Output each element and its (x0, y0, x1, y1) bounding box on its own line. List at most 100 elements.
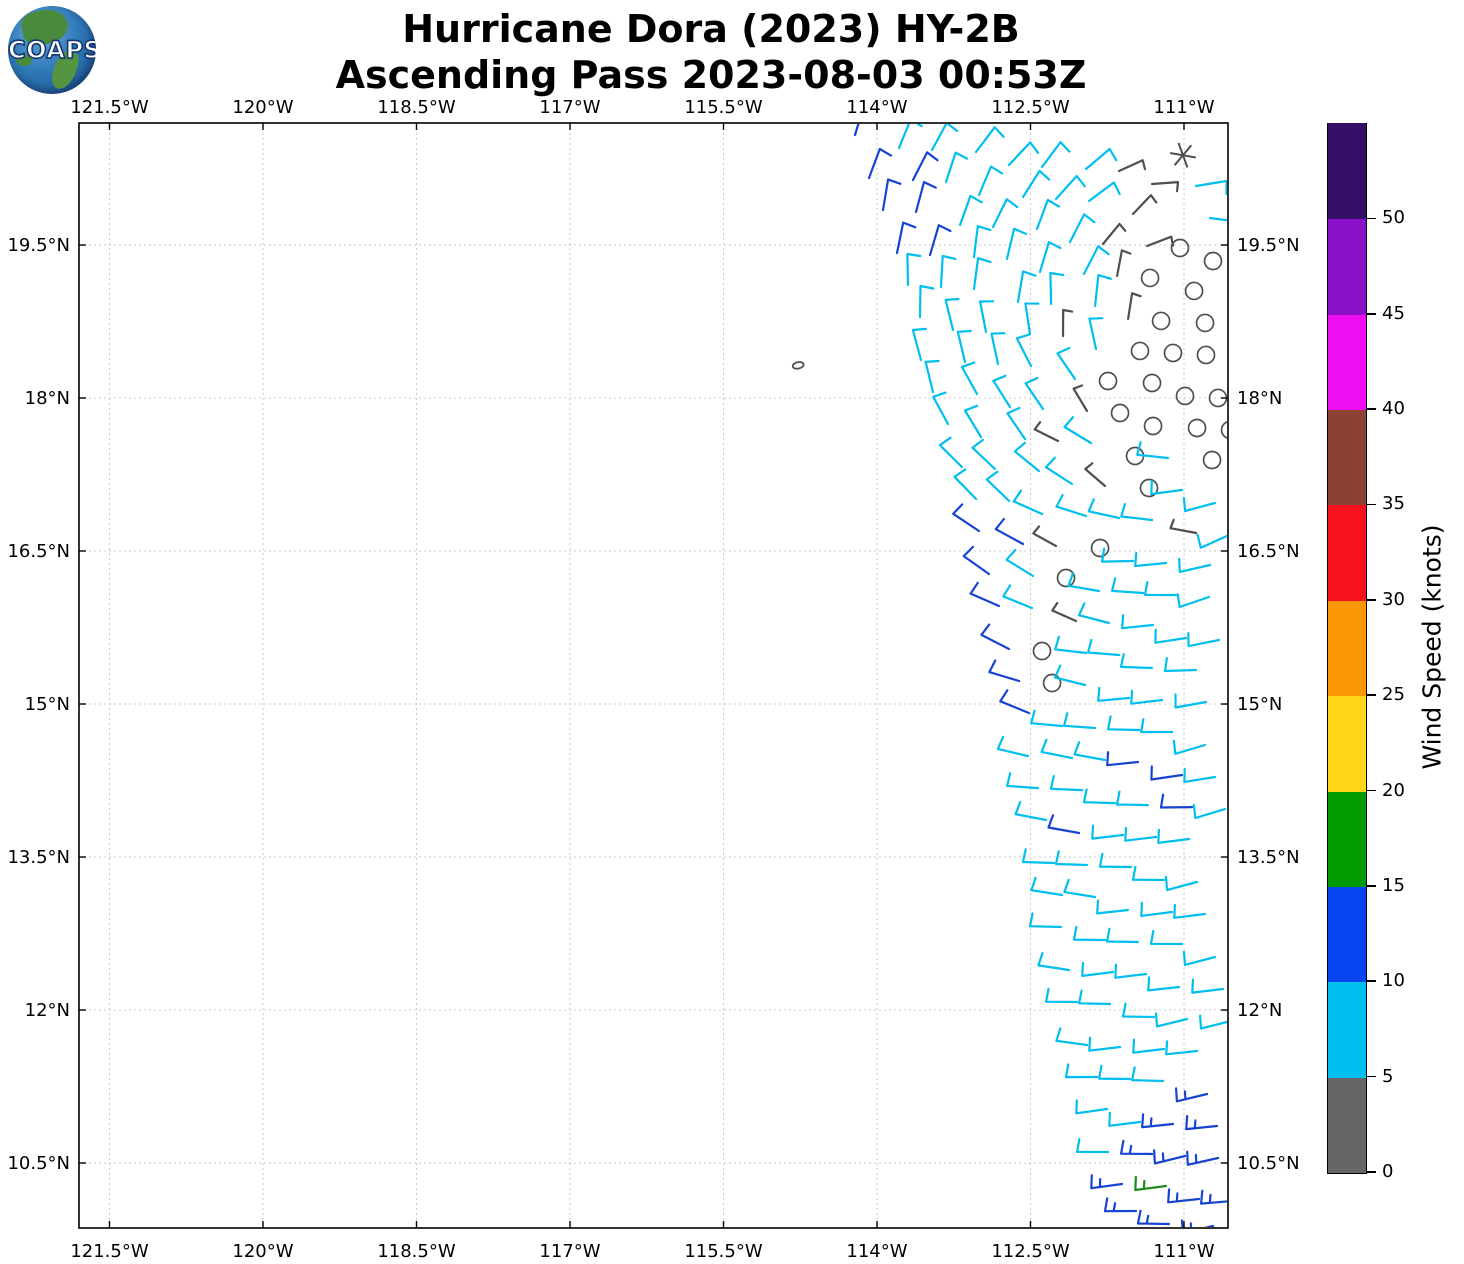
wind-barb (1024, 376, 1045, 411)
wind-barb (1006, 772, 1040, 790)
calm-wind-circle (1202, 450, 1222, 470)
wind-barb (939, 254, 957, 289)
wind-barb (1132, 1038, 1166, 1054)
colorbar-segment (1328, 1077, 1366, 1173)
wind-barb (1155, 1012, 1189, 1028)
calm-wind-circle (1142, 373, 1162, 393)
y-tick-label-right: 10.5°N (1237, 1153, 1300, 1174)
wind-barb (1047, 814, 1081, 835)
wind-barb (1149, 929, 1184, 946)
calm-wind-circle (1042, 673, 1062, 693)
colorbar-segment (1328, 886, 1366, 983)
wind-barb (1131, 1066, 1165, 1083)
wind-barb (938, 436, 964, 469)
x-tick-label-bottom: 114°W (846, 1241, 907, 1262)
wind-barb (1130, 689, 1164, 705)
wind-barb (1105, 927, 1140, 944)
wind-barb (1055, 1027, 1089, 1047)
wind-barb (853, 124, 860, 137)
colorbar-tick-label: 40 (1382, 398, 1405, 420)
wind-barb (1078, 989, 1112, 1006)
calm-wind-circle (1110, 403, 1130, 423)
wind-barb (953, 468, 978, 501)
colorbar-segment (1328, 790, 1366, 887)
calm-wind-circle (1139, 478, 1159, 498)
y-tick-label-left: 10.5°N (7, 1153, 70, 1174)
wind-barb (994, 517, 1025, 546)
colorbar-tick-label: 0 (1382, 1161, 1394, 1182)
wind-barb (1075, 1099, 1109, 1115)
wind-barb (1063, 416, 1093, 445)
colorbar-tick-label: 10 (1382, 970, 1405, 992)
colorbar-tick-label: 20 (1382, 779, 1405, 801)
y-tick-label-left: 19.5°N (7, 235, 70, 256)
wind-barb (1172, 739, 1207, 755)
y-tick-label-right: 19.5°N (1237, 235, 1300, 256)
colorbar-axis-label: Wind Speed (knots) (1417, 524, 1447, 770)
wind-barb (1140, 718, 1174, 734)
wind-barb (1032, 525, 1058, 548)
wind-barb (1096, 899, 1130, 915)
wind-barb (1082, 245, 1110, 275)
wind-barb (1040, 738, 1074, 760)
wind-barb (1150, 765, 1184, 781)
wind-barb (1153, 1149, 1187, 1165)
wind-barb (1054, 850, 1089, 867)
wind-barb (918, 284, 935, 319)
wind-barb (988, 659, 1021, 683)
y-tick-label-left: 15°N (25, 694, 70, 715)
wind-barb (928, 224, 952, 257)
wind-barb (930, 124, 959, 152)
calm-wind-circle (1143, 416, 1163, 436)
wind-barb (1183, 767, 1217, 783)
calm-wind-circle (1130, 341, 1150, 361)
calm-wind-circle (1175, 386, 1195, 406)
colorbar-tick (1367, 980, 1376, 983)
wind-barb (990, 332, 1006, 366)
wind-barb (1072, 925, 1107, 942)
wind-barb (972, 257, 992, 291)
crossed-barbs-marker (1173, 144, 1193, 166)
wind-barb (1087, 638, 1121, 657)
colorbar-segment (1328, 409, 1366, 506)
y-tick-label-right: 18°N (1237, 388, 1282, 409)
colorbar-tick-label: 5 (1382, 1065, 1394, 1087)
wind-barb (924, 359, 940, 394)
wind-barb (1091, 824, 1125, 840)
barb-layer (791, 124, 1227, 1227)
x-tick-label-bottom: 112.5°W (991, 1241, 1070, 1262)
wind-barb (1154, 628, 1188, 644)
calm-wind-circle (1056, 568, 1076, 588)
wind-barb (1120, 1139, 1154, 1156)
wind-barb (977, 165, 1004, 197)
wind-barb (1200, 1189, 1227, 1205)
wind-barb (1165, 1040, 1199, 1056)
colorbar-tick (1367, 885, 1376, 887)
wind-barb (1068, 213, 1096, 244)
calm-wind-circle (1170, 238, 1190, 258)
y-tick-label-right: 13.5°N (1237, 847, 1300, 868)
wind-barb (1055, 494, 1088, 518)
wind-barb (1131, 194, 1158, 216)
x-tick-label-top: 121.5°W (70, 97, 149, 118)
calm-wind-circle (1184, 281, 1204, 301)
wind-barb (1030, 709, 1064, 728)
wind-barb (1141, 1113, 1175, 1129)
wind-barb (969, 581, 1001, 608)
calm-wind-circle (1098, 371, 1118, 391)
wind-barb (1103, 1197, 1138, 1213)
colorbar-tick (1367, 217, 1376, 220)
wind-barb (1192, 804, 1227, 820)
calm-ellipse-marker (791, 361, 805, 370)
wind-barb (1180, 1219, 1215, 1227)
colorbar-segment (1328, 123, 1366, 220)
wind-barb (1101, 222, 1127, 246)
wind-barb (1196, 533, 1227, 549)
wind-barb (1053, 664, 1087, 687)
wind-barb (1056, 346, 1077, 381)
wind-barb (1021, 848, 1056, 865)
colorbar-segment (1328, 218, 1366, 315)
wind-barb (1088, 1036, 1122, 1052)
y-tick-label-left: 16.5°N (7, 541, 70, 562)
